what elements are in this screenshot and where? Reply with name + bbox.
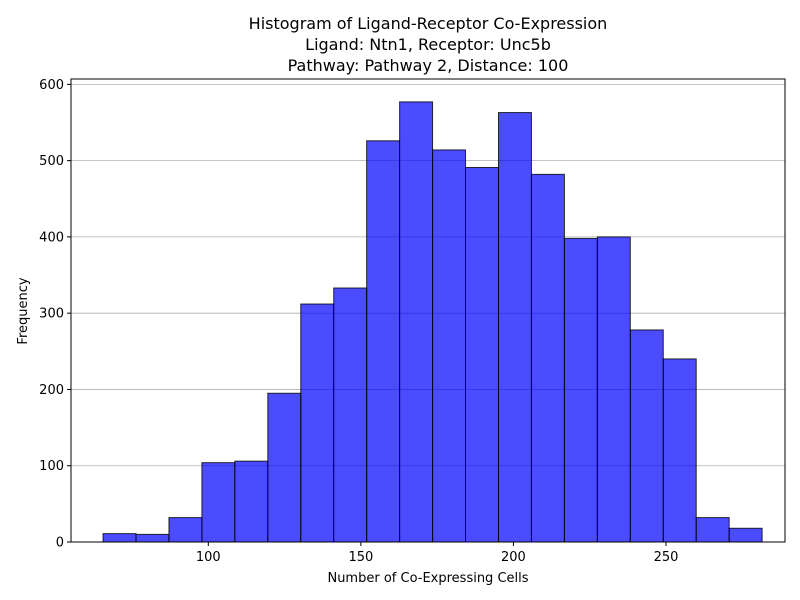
histogram-bar — [102, 533, 137, 543]
title-line-3: Pathway: Pathway 2, Distance: 100 — [288, 56, 569, 75]
histogram-bar — [267, 392, 302, 543]
histogram-bar — [662, 358, 697, 543]
histogram-bar — [333, 287, 368, 543]
y-tick-label: 0 — [56, 536, 64, 551]
histogram-bar — [201, 462, 236, 543]
y-tick-label: 200 — [39, 383, 64, 398]
histogram-bar — [465, 166, 499, 543]
histogram-bar — [497, 112, 532, 543]
histogram-bar — [432, 149, 467, 543]
histogram-bar — [135, 533, 170, 543]
x-tick-label: 200 — [501, 550, 526, 565]
title-line-1: Histogram of Ligand-Receptor Co-Expressi… — [249, 14, 608, 33]
y-axis-ticks: 0 100 200 300 400 500 600 — [39, 78, 71, 551]
y-tick-label: 100 — [39, 459, 64, 474]
y-tick-label: 300 — [39, 307, 64, 322]
x-tick-label: 250 — [654, 550, 679, 565]
chart-title: Histogram of Ligand-Receptor Co-Expressi… — [249, 14, 608, 75]
histogram-bar — [530, 173, 565, 543]
histogram-bar — [234, 460, 269, 543]
histogram-bar — [728, 527, 763, 543]
histogram-bars — [102, 101, 763, 543]
x-tick-label: 100 — [196, 550, 221, 565]
histogram-bar — [596, 236, 631, 543]
axes-frame — [70, 78, 786, 543]
title-line-2: Ligand: Ntn1, Receptor: Unc5b — [305, 35, 551, 54]
histogram-bar — [399, 101, 434, 543]
y-tick-label: 500 — [39, 154, 64, 169]
histogram-bar — [695, 517, 730, 543]
x-axis-label: Number of Co-Expressing Cells — [327, 571, 528, 586]
histogram-bar — [366, 140, 401, 543]
x-tick-label: 150 — [348, 550, 373, 565]
x-axis-ticks: 100 150 200 250 — [196, 542, 679, 565]
y-tick-label: 600 — [39, 78, 64, 93]
y-axis-label: Frequency — [16, 277, 31, 344]
histogram-bar — [300, 303, 335, 543]
y-tick-label: 400 — [39, 230, 64, 245]
histogram-bar — [168, 517, 203, 543]
histogram-bar — [563, 237, 598, 543]
histogram-bar — [629, 329, 664, 543]
